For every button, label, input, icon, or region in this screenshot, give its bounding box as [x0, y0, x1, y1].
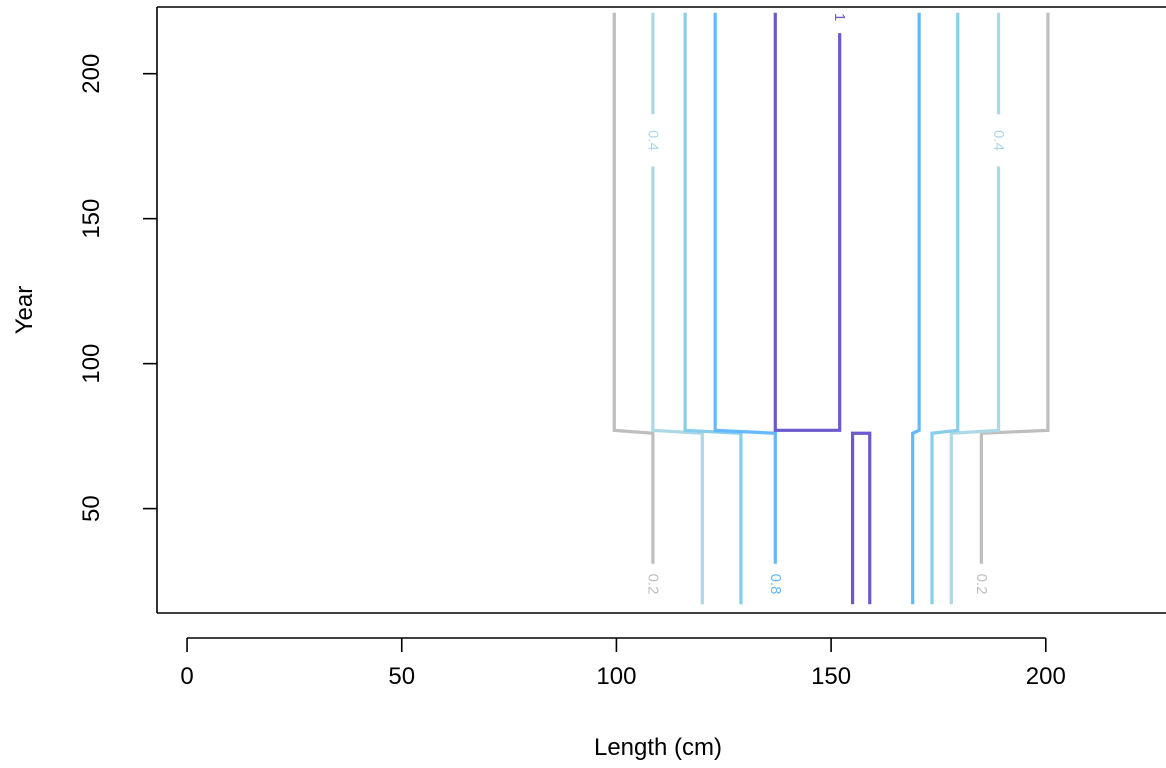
- y-axis-label: Year: [11, 286, 38, 335]
- contour-line: [773, 12, 842, 432]
- contour-line: [949, 166, 1001, 605]
- contour-line: [911, 12, 921, 605]
- contour-line: [683, 12, 743, 605]
- y-tick-label: 150: [78, 199, 105, 239]
- x-tick-label: 150: [811, 663, 851, 690]
- y-tick-label: 50: [78, 495, 105, 522]
- x-tick-label: 100: [596, 663, 636, 690]
- contour-line: [930, 12, 960, 605]
- contour-label: 0.4: [644, 130, 661, 151]
- contour-line: [979, 12, 1050, 564]
- y-tick-label: 200: [78, 54, 105, 94]
- x-tick-label: 50: [388, 663, 415, 690]
- contour-label: 0.2: [644, 574, 661, 595]
- contour-line: [651, 166, 704, 605]
- contour-lines: [612, 12, 1050, 605]
- x-tick-label: 200: [1026, 663, 1066, 690]
- contour-label: 0.2: [973, 574, 990, 595]
- y-axis: 50 100 150 200: [78, 54, 157, 522]
- contour-label: 1: [831, 13, 848, 21]
- contour-label: 0.8: [767, 574, 784, 595]
- contour-line: [850, 431, 872, 605]
- x-axis: 0 50 100 150 200: [180, 637, 1066, 690]
- plot-frame: [156, 6, 1166, 614]
- contour-labels: 0.2 0.2 0.4 0.4 0.8 1: [644, 13, 1007, 594]
- contour-line: [713, 12, 777, 564]
- x-tick-label: 0: [180, 663, 193, 690]
- x-axis-label: Length (cm): [594, 734, 722, 761]
- y-tick-label: 100: [78, 344, 105, 384]
- contour-line: [612, 12, 655, 564]
- contour-label: 0.4: [990, 130, 1007, 151]
